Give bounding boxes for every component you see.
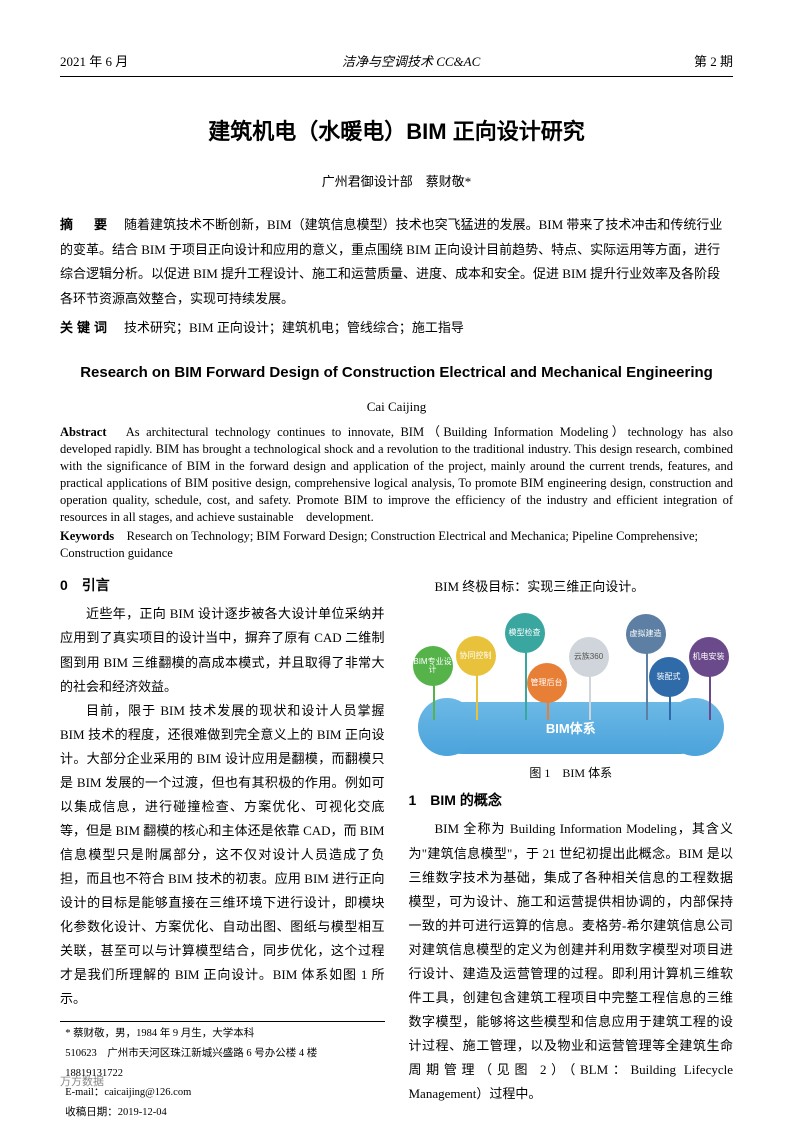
abstract-chinese: 摘 要 随着建筑技术不断创新，BIM（建筑信息模型）技术也突飞猛进的发展。BIM… [60,213,733,312]
figure-1-node: 协同控制 [456,636,496,676]
figure-1-stem [589,675,591,720]
footer-brand: 万方数据 [60,1074,104,1091]
right-column: BIM 终极目标：实现三维正向设计。 BIM体系 BIM专业设计协同控制模型检查… [409,575,734,1121]
keywords-cn-text: 技术研究；BIM 正向设计；建筑机电；管线综合；施工指导 [111,320,464,335]
header-issue: 第 2 期 [694,52,733,72]
right-intro: BIM 终极目标：实现三维正向设计。 [409,575,734,599]
author-english: Cai Caijing [60,397,733,417]
left-para-1: 近些年，正向 BIM 设计逐步被各大设计单位采纳并应用到了真实项目的设计当中，摒… [60,602,385,698]
abstract-cn-text: 随着建筑技术不断创新，BIM（建筑信息模型）技术也突飞猛进的发展。BIM 带来了… [60,217,722,306]
figure-1-node: 管理后台 [527,663,567,703]
keywords-cn-label: 关键词 [60,320,111,335]
abstract-cn-label: 摘 要 [60,217,111,232]
right-para-1: BIM 全称为 Building Information Modeling，其含… [409,817,734,1106]
footnote-separator [60,1021,385,1022]
title-english: Research on BIM Forward Design of Constr… [60,362,733,385]
footnote-line-5: 收稿日期：2019-12-04 [60,1105,385,1121]
footnote-line-4: E-mail：caicaijing@126.com [60,1085,385,1101]
keywords-en-text: Research on Technology; BIM Forward Desi… [60,529,698,560]
keywords-chinese: 关键词 技术研究；BIM 正向设计；建筑机电；管线综合；施工指导 [60,316,733,341]
figure-1-center-label: BIM体系 [546,719,596,739]
header-journal: 洁净与空调技术 CC&AC [342,52,480,72]
footnote-line-2: 510623 广州市天河区珠江新城兴盛路 6 号办公楼 4 楼 [60,1046,385,1062]
left-para-2: 目前，限于 BIM 技术发展的现状和设计人员掌握 BIM 技术的程度，还很难做到… [60,699,385,1012]
figure-1-stem [646,652,648,720]
figure-1-stem [709,675,711,720]
figure-1-node: 装配式 [649,657,689,697]
figure-1-stem [669,695,671,720]
figure-1-node: 模型检查 [505,613,545,653]
keywords-en-label: Keywords [60,529,114,543]
abstract-en-label: Abstract [60,425,107,439]
figure-1-node: BIM专业设计 [413,646,453,686]
title-chinese: 建筑机电（水暖电）BIM 正向设计研究 [60,115,733,148]
page-header: 2021 年 6 月 洁净与空调技术 CC&AC 第 2 期 [60,52,733,77]
figure-1-caption: 图 1 BIM 体系 [409,764,734,782]
header-date: 2021 年 6 月 [60,52,128,72]
keywords-english: Keywords Research on Technology; BIM For… [60,528,733,562]
figure-1-stem [476,674,478,720]
figure-1: BIM体系 BIM专业设计协同控制模型检查管理后台云族360 虚拟建造装配式机电安… [409,605,734,760]
abstract-english: Abstract As architectural technology con… [60,424,733,525]
figure-1-stem [525,651,527,720]
figure-1-stem [547,701,549,720]
figure-1-node: 机电安装 [689,637,729,677]
figure-1-stem [433,684,435,720]
section-1-heading: 1 BIM 的概念 [409,790,734,811]
affiliation-chinese: 广州君御设计部 蔡财敬* [60,172,733,192]
two-column-body: 0 引言 近些年，正向 BIM 设计逐步被各大设计单位采纳并应用到了真实项目的设… [60,575,733,1121]
figure-1-node: 云族360 [569,637,609,677]
figure-1-node: 虚拟建造 [626,614,666,654]
abstract-en-text: As architectural technology continues to… [60,425,733,523]
left-column: 0 引言 近些年，正向 BIM 设计逐步被各大设计单位采纳并应用到了真实项目的设… [60,575,385,1121]
section-0-heading: 0 引言 [60,575,385,596]
footnote-line-1: * 蔡财敬，男，1984 年 9 月生，大学本科 [60,1026,385,1042]
footnote-line-3: 18819131722 [60,1066,385,1082]
